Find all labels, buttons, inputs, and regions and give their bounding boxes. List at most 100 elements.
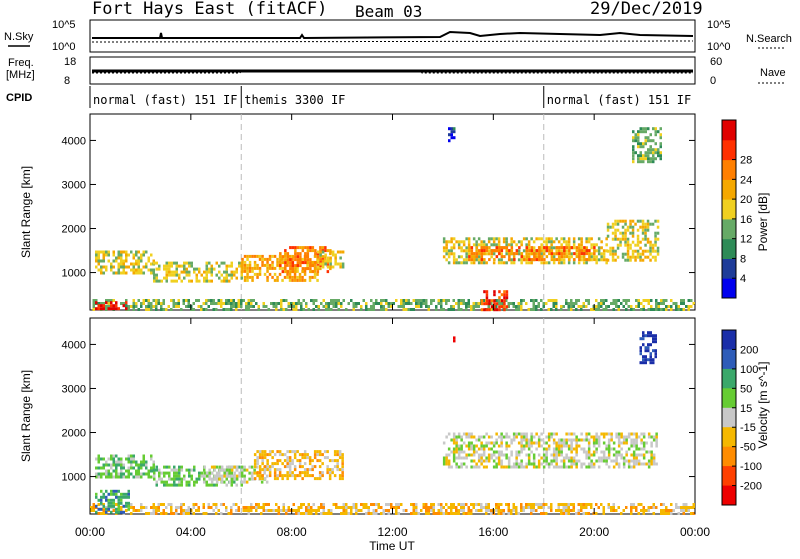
data-cell (657, 302, 660, 305)
data-cell (611, 249, 615, 253)
data-cell (107, 307, 110, 311)
data-cell (580, 246, 583, 250)
data-cell (475, 240, 478, 244)
data-cell (495, 243, 498, 247)
data-cell (273, 462, 277, 466)
data-cell (267, 509, 270, 512)
data-cell (535, 308, 538, 311)
data-cell (281, 257, 284, 261)
data-cell (450, 136, 453, 140)
data-cell (215, 465, 218, 469)
data-cell (652, 512, 655, 515)
data-cell (385, 299, 388, 302)
data-cell (140, 466, 143, 470)
data-cell (497, 261, 501, 265)
data-cell (197, 305, 200, 308)
data-cell (626, 243, 630, 247)
data-cell (636, 228, 640, 232)
data-cell (497, 512, 500, 515)
data-cell (147, 305, 150, 308)
data-cell (500, 444, 503, 448)
data-cell (427, 512, 430, 515)
data-cell (447, 252, 451, 256)
data-cell (600, 246, 603, 250)
data-cell (137, 262, 140, 266)
data-cell (115, 495, 118, 499)
data-cell (617, 299, 620, 302)
data-cell (480, 444, 483, 448)
data-cell (155, 465, 158, 469)
data-cell (639, 145, 642, 149)
data-cell (495, 450, 498, 454)
data-cell (135, 271, 138, 275)
data-cell (230, 465, 234, 469)
data-cell (502, 435, 506, 439)
data-cell (600, 302, 603, 305)
data-cell (286, 477, 289, 481)
data-cell (256, 450, 259, 454)
data-cell (475, 438, 478, 442)
data-cell (545, 462, 548, 466)
data-cell (284, 267, 287, 271)
data-cell (530, 438, 533, 442)
data-cell (301, 275, 304, 279)
data-cell (498, 296, 501, 300)
data-cell (215, 308, 218, 311)
colorbar-swatch (722, 258, 736, 279)
data-cell (432, 509, 435, 512)
data-cell (515, 305, 518, 308)
data-cell (545, 255, 549, 259)
data-cell (300, 506, 303, 509)
data-cell (158, 279, 161, 283)
data-cell (230, 264, 233, 268)
data-cell (107, 305, 110, 308)
data-cell (450, 465, 453, 469)
data-cell (636, 237, 640, 241)
data-cell (480, 506, 483, 509)
data-cell (492, 240, 496, 244)
data-cell (560, 252, 564, 256)
data-cell (675, 506, 678, 509)
data-cell (217, 299, 220, 302)
data-cell (477, 302, 480, 305)
data-cell (600, 456, 603, 460)
data-cell (160, 503, 163, 506)
data-cell (117, 307, 120, 311)
data-cell (279, 252, 282, 256)
data-cell (605, 456, 608, 460)
data-cell (550, 252, 554, 256)
data-cell (632, 157, 635, 161)
data-cell (538, 258, 541, 262)
data-cell (660, 512, 663, 515)
data-cell (595, 255, 598, 259)
data-cell (284, 261, 287, 265)
data-cell (557, 255, 561, 259)
data-cell (316, 272, 319, 276)
data-cell (301, 453, 304, 457)
data-cell (187, 506, 190, 509)
data-cell (163, 267, 166, 271)
data-cell (505, 249, 509, 253)
data-cell (635, 441, 638, 445)
data-cell (340, 302, 343, 305)
data-cell (110, 454, 113, 458)
data-cell (217, 509, 220, 512)
data-cell (641, 252, 645, 256)
data-cell (102, 253, 105, 257)
data-cell (165, 264, 168, 268)
data-cell (540, 512, 543, 515)
data-cell (309, 270, 312, 274)
data-cell (152, 509, 155, 512)
data-cell (210, 273, 213, 277)
data-cell (500, 258, 503, 262)
data-cell (550, 299, 553, 302)
data-cell (147, 308, 150, 311)
data-cell (293, 474, 297, 478)
data-cell (163, 480, 166, 484)
data-cell (485, 261, 488, 265)
data-cell (552, 441, 556, 445)
data-cell (122, 463, 125, 467)
colorbar-swatch (722, 407, 736, 428)
data-cell (175, 483, 178, 487)
data-cell (637, 130, 640, 134)
